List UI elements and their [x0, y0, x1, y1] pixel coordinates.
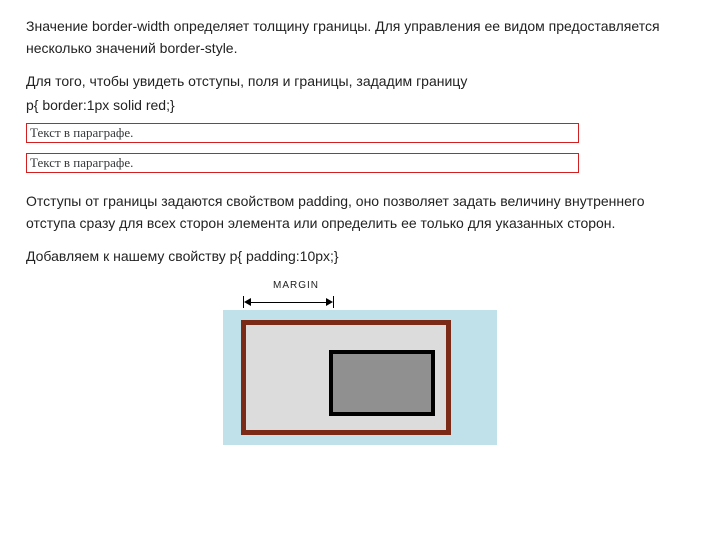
paragraph-padding-code: Добавляем к нашему свойству p{ padding:1…	[26, 246, 694, 268]
arrow-head-right	[326, 298, 333, 306]
arrow-tick-right	[333, 296, 334, 308]
inner-content-rect	[329, 350, 435, 416]
margin-label: MARGIN	[273, 280, 319, 291]
arrow-line	[250, 302, 326, 303]
sample-paragraph-1: Текст в параграфе.	[26, 123, 579, 143]
box-model-canvas	[223, 310, 497, 445]
sample-paragraph-2: Текст в параграфе.	[26, 153, 579, 173]
paragraph-intro: Значение border-width определяет толщину…	[26, 16, 694, 59]
margin-arrow	[223, 296, 497, 310]
paragraph-padding: Отступы от границы задаются свойством pa…	[26, 191, 694, 234]
document-page: Значение border-width определяет толщину…	[0, 0, 720, 445]
margin-label-row: MARGIN	[223, 280, 497, 296]
paragraph-border-setup: Для того, чтобы увидеть отступы, поля и …	[26, 71, 694, 93]
code-border: p{ border:1px solid red;}	[26, 97, 694, 113]
box-model-diagram: MARGIN	[26, 280, 694, 445]
